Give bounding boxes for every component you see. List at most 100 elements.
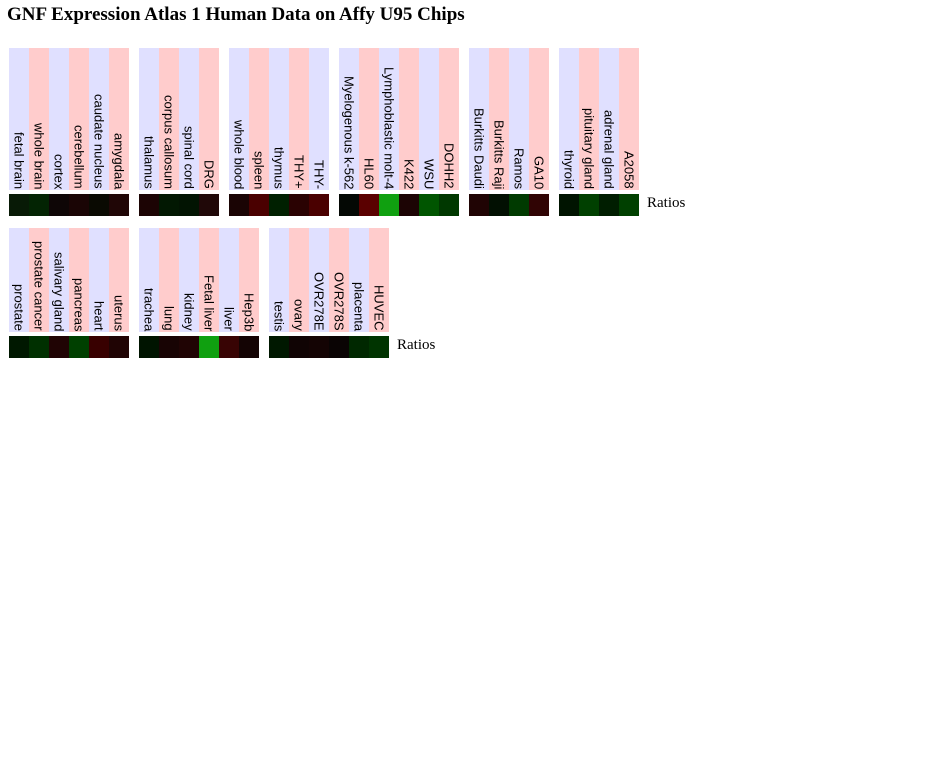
tissue-name: ovary [291, 299, 307, 331]
tissue-name: Ramos [511, 147, 527, 189]
heatmap-cell [619, 194, 639, 216]
heatmap-cell [339, 194, 359, 216]
heatmap-cell [559, 194, 579, 216]
tissue-name: DOHH2 [441, 143, 457, 189]
tissue-name: kidney [181, 293, 197, 331]
legend-label: Ratios [647, 195, 686, 211]
tissue-name: Lymphoblastic molt-4 [381, 66, 397, 189]
column-label: cerebellum [69, 48, 89, 190]
heatmap-cell [199, 336, 219, 358]
heatmap-cell [579, 194, 599, 216]
column-label: kidney [179, 228, 199, 332]
tissue-name: caudate nucleus [91, 94, 107, 189]
tissue-name: WSU [421, 158, 437, 189]
column-label: uterus [109, 228, 129, 332]
column-label: testis [269, 228, 289, 332]
column-label: prostate [9, 228, 29, 332]
column-label: spinal cord [179, 48, 199, 190]
heatmap-cell [509, 194, 529, 216]
column-label: HL60 [359, 48, 379, 190]
column-label: trachea [139, 228, 159, 332]
column-label: lung [159, 228, 179, 332]
column-label: whole brain [29, 48, 49, 190]
tissue-name: GA10 [531, 155, 547, 189]
heatmap-cell [69, 336, 89, 358]
tissue-name: pancreas [71, 277, 87, 331]
heatmap-cell [399, 194, 419, 216]
tissue-name: THY+ [291, 155, 307, 189]
heatmap-cell [9, 336, 29, 358]
column-label: Burkitts Daudi [469, 48, 489, 190]
tissue-name: spinal cord [181, 126, 197, 189]
heatmap-cell [359, 194, 379, 216]
column-label: THY- [309, 48, 329, 190]
tissue-name: corpus callosum [161, 95, 177, 189]
heatmap-cell [159, 336, 179, 358]
tissue-name: Hep3b [241, 292, 257, 331]
column-label: amygdala [109, 48, 129, 190]
tissue-name: cerebellum [71, 125, 87, 189]
column-label: A2058 [619, 48, 639, 190]
column-label: Myelogenous k-562 [339, 48, 359, 190]
heatmap-cell [439, 194, 459, 216]
column-label: HUVEC [369, 228, 389, 332]
tissue-name: amygdala [111, 132, 127, 189]
page-title: GNF Expression Atlas 1 Human Data on Aff… [7, 4, 465, 25]
tissue-name: prostate cancer [31, 241, 47, 331]
tissue-name: thalamus [141, 136, 157, 189]
tissue-name: THY- [311, 159, 327, 189]
heatmap-cell [369, 336, 389, 358]
tissue-name: cortex [51, 153, 67, 189]
column-label: THY+ [289, 48, 309, 190]
heatmap-cell [309, 194, 329, 216]
tissue-name: spleen [251, 150, 267, 189]
heatmap-cell [109, 194, 129, 216]
column-label: adrenal gland [599, 48, 619, 190]
column-label: thyroid [559, 48, 579, 190]
column-label: WSU [419, 48, 439, 190]
tissue-name: HUVEC [371, 285, 387, 331]
heatmap-cell [489, 194, 509, 216]
column-label: corpus callosum [159, 48, 179, 190]
column-label: thalamus [139, 48, 159, 190]
tissue-name: trachea [141, 287, 157, 331]
tissue-name: lung [161, 306, 177, 331]
column-label: ovary [289, 228, 309, 332]
column-label: prostate cancer [29, 228, 49, 332]
column-label: pituitary gland [579, 48, 599, 190]
column-label: Fetal liver [199, 228, 219, 332]
tissue-name: placenta [351, 281, 367, 331]
heatmap-cell [329, 336, 349, 358]
tissue-name: prostate [11, 284, 27, 331]
column-label: thymus [269, 48, 289, 190]
tissue-name: fetal brain [11, 131, 27, 189]
heatmap-cell [379, 194, 399, 216]
tissue-name: DRG [201, 160, 217, 189]
column-label: pancreas [69, 228, 89, 332]
heatmap-cell [249, 194, 269, 216]
tissue-name: uterus [111, 294, 127, 331]
heatmap-cell [289, 194, 309, 216]
heatmap-cell [49, 194, 69, 216]
column-label: heart [89, 228, 109, 332]
heatmap-cell [219, 336, 239, 358]
heatmap-cell [419, 194, 439, 216]
heatmap-cell [159, 194, 179, 216]
tissue-name: heart [91, 301, 107, 331]
column-label: Lymphoblastic molt-4 [379, 48, 399, 190]
column-label: OVR278E [309, 228, 329, 332]
column-label: cortex [49, 48, 69, 190]
tissue-name: liver [221, 307, 237, 331]
column-label: spleen [249, 48, 269, 190]
tissue-name: whole blood [231, 119, 247, 189]
heatmap-cell [199, 194, 219, 216]
column-label: GA10 [529, 48, 549, 190]
heatmap-cell [9, 194, 29, 216]
heatmap-cell [269, 336, 289, 358]
tissue-name: testis [271, 300, 287, 331]
column-label: Hep3b [239, 228, 259, 332]
tissue-name: Myelogenous k-562 [341, 75, 357, 189]
tissue-name: Fetal liver [201, 274, 217, 331]
heatmap-cell [89, 336, 109, 358]
heatmap-cell [179, 194, 199, 216]
